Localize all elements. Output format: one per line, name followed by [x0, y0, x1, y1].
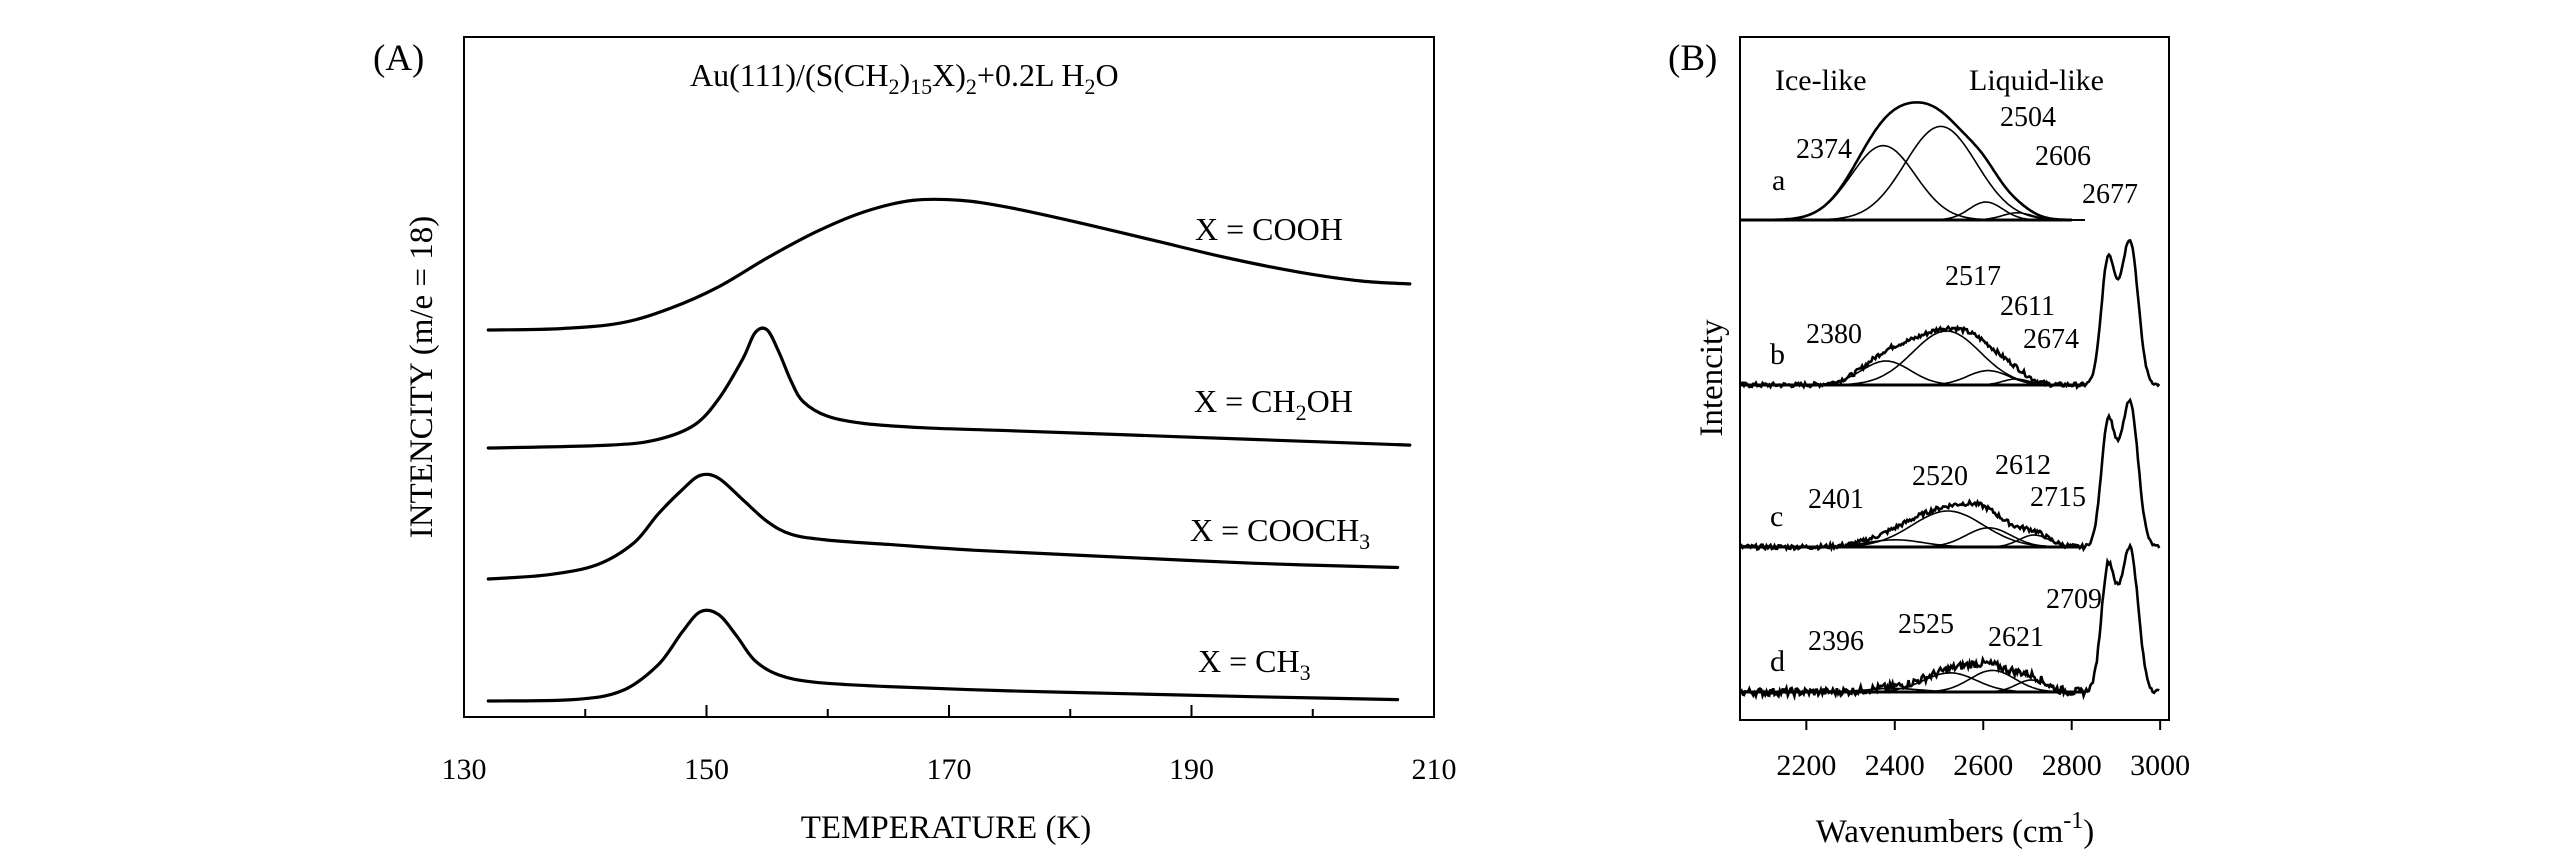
- panel-a-label: (A): [373, 38, 424, 79]
- peak-label-c-2715: 2715: [2030, 482, 2086, 513]
- curve-label-cooh: X = COOH: [1195, 211, 1343, 247]
- spectrum-a: [1740, 101, 2085, 222]
- spectrum-d: [1740, 542, 2160, 702]
- curve-label-ch2oh: X = CH2OH: [1194, 383, 1353, 425]
- spectrum-label-c: c: [1770, 500, 1783, 533]
- spectrum-label-d: d: [1770, 645, 1785, 678]
- curve-ch3: [486, 608, 1400, 703]
- panel-a-plot-frame: [463, 36, 1435, 718]
- spectrum-envelope-d: [1740, 542, 2160, 702]
- spectrum-envelope-b: [1739, 238, 2161, 391]
- panel-b-x-axis-title: Wavenumbers (cm-1): [1816, 808, 2095, 850]
- panel-a-x-tick-label: 130: [442, 753, 487, 786]
- panel-b-x-tick-label: 2800: [2042, 749, 2102, 782]
- panel-b-x-tick-label: 2400: [1865, 749, 1925, 782]
- curve-label-cooch3: X = COOCH3: [1190, 512, 1370, 554]
- panel-b-x-ticks: 2200 2400 2600 2800 3000: [1776, 720, 2190, 782]
- curve-label-ch3: X = CH3: [1198, 643, 1311, 685]
- peak-label-c-2401: 2401: [1808, 484, 1864, 515]
- panel-b-label: (B): [1668, 38, 1717, 79]
- panel-a-y-axis-title: INTENCITY (m/e = 18): [404, 216, 440, 539]
- component-a-2504: [1740, 125, 2085, 221]
- spectrum-envelope-c: [1739, 397, 2161, 553]
- panel-b-y-axis-title: Intencity: [1694, 319, 1730, 437]
- panel-b-x-tick-label: 2200: [1776, 749, 1836, 782]
- component-b-2674: [1740, 378, 2085, 386]
- spectrum-label-b: b: [1770, 338, 1785, 371]
- panel-a-x-tick-label: 170: [927, 753, 972, 786]
- panel-a-x-ticks: 130 150 170 190 210: [442, 705, 1457, 786]
- panel-a-x-tick-label: 150: [684, 753, 729, 786]
- peak-label-d-2621: 2621: [1988, 622, 2044, 653]
- peak-label-c-2612: 2612: [1995, 450, 2051, 481]
- panel-a-x-tick-label: 210: [1412, 753, 1457, 786]
- peak-label-b-2380: 2380: [1806, 319, 1862, 350]
- curve-cooch3: [486, 472, 1400, 581]
- peak-label-a-2677: 2677: [2082, 179, 2138, 210]
- peak-label-b-2517: 2517: [1945, 261, 2001, 292]
- panel-b-x-tick-label: 2600: [1953, 749, 2013, 782]
- panel-b-ir-chart: (B) Ice-like Liquid-like 2200 2400 2600 280…: [1668, 36, 2190, 850]
- peak-label-b-2674: 2674: [2023, 324, 2079, 355]
- panel-a-title: Au(111)/(S(CH2)15X)2+0.2L H2O: [690, 57, 1119, 99]
- panel-a-tpd-chart: (A) Au(111)/(S(CH2)15X)2+0.2L H2O 130 150…: [373, 36, 1457, 846]
- panel-b-x-tick-label: 3000: [2130, 749, 2190, 782]
- spectrum-label-a: a: [1772, 164, 1785, 197]
- peak-label-d-2525: 2525: [1898, 609, 1954, 640]
- component-a-2374: [1740, 144, 2085, 221]
- region-label-liquid-like: Liquid-like: [1969, 64, 2104, 97]
- spectrum-c: [1739, 397, 2161, 553]
- spectrum-b: [1739, 238, 2161, 391]
- peak-label-d-2709: 2709: [2046, 584, 2102, 615]
- peak-label-a-2504: 2504: [2000, 102, 2056, 133]
- panel-a-x-axis-title: TEMPERATURE (K): [801, 810, 1092, 846]
- panel-b-plot-frame: [1739, 36, 2170, 721]
- spectrum-envelope-a: [1740, 101, 2072, 222]
- peak-label-a-2606: 2606: [2035, 141, 2091, 172]
- peak-label-d-2396: 2396: [1808, 626, 1864, 657]
- curve-ch2oh: [486, 326, 1412, 450]
- peak-label-a-2374: 2374: [1796, 134, 1852, 165]
- region-label-ice-like: Ice-like: [1775, 64, 1867, 97]
- component-d-2709: [1740, 679, 2085, 693]
- peak-label-b-2611: 2611: [2000, 291, 2055, 322]
- component-a-2677: [1740, 212, 2085, 221]
- panel-a-curves: [486, 197, 1412, 703]
- panel-b-spectra: [1739, 101, 2161, 702]
- panel-a-x-tick-label: 190: [1169, 753, 1214, 786]
- curve-cooh: [486, 197, 1412, 332]
- peak-label-c-2520: 2520: [1912, 461, 1968, 492]
